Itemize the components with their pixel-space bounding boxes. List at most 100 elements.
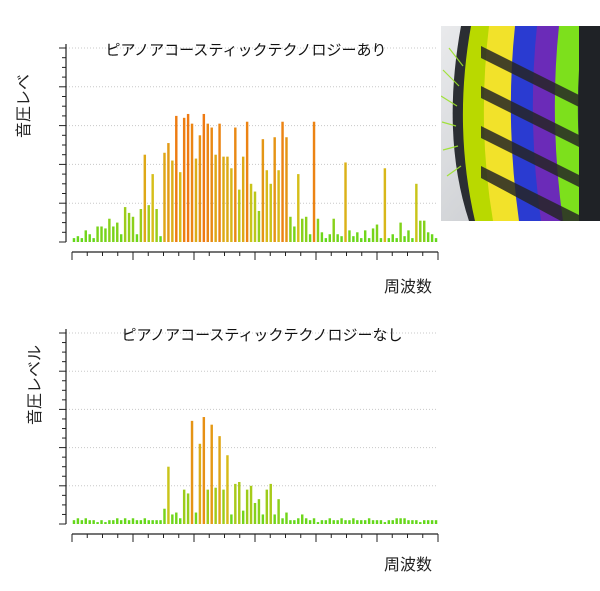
bar bbox=[234, 127, 237, 242]
bar bbox=[312, 518, 316, 524]
bar bbox=[194, 158, 198, 242]
bar bbox=[116, 518, 119, 524]
bar bbox=[127, 520, 131, 524]
bar bbox=[289, 520, 292, 524]
bar bbox=[277, 170, 280, 242]
bar bbox=[112, 520, 115, 524]
bar bbox=[387, 238, 391, 242]
bar bbox=[265, 489, 269, 524]
bar bbox=[139, 209, 143, 242]
bar bbox=[76, 236, 80, 242]
bar bbox=[72, 520, 76, 524]
bar bbox=[135, 520, 139, 524]
bar bbox=[147, 205, 150, 242]
bar bbox=[163, 152, 166, 242]
bar bbox=[167, 143, 170, 242]
bar bbox=[76, 518, 80, 524]
bar bbox=[411, 520, 414, 524]
bar bbox=[155, 520, 158, 524]
bar bbox=[407, 230, 410, 242]
bar bbox=[123, 207, 127, 242]
bar bbox=[159, 236, 162, 242]
bar bbox=[253, 191, 257, 242]
bar bbox=[241, 156, 245, 242]
bar bbox=[434, 238, 438, 242]
bar bbox=[171, 514, 174, 524]
bar bbox=[407, 520, 410, 524]
bar bbox=[202, 113, 206, 243]
bar bbox=[245, 489, 249, 524]
bar bbox=[419, 220, 422, 242]
bar bbox=[84, 230, 87, 242]
bar bbox=[344, 162, 347, 242]
bar bbox=[198, 443, 202, 524]
bar bbox=[222, 489, 225, 524]
bar bbox=[155, 209, 158, 242]
chart-1-title: ピアノアコースティックテクノロジーあり bbox=[105, 41, 386, 59]
bar bbox=[383, 522, 387, 524]
bar bbox=[84, 518, 87, 524]
bar bbox=[395, 238, 398, 242]
bar bbox=[72, 238, 76, 242]
bar bbox=[281, 121, 284, 242]
chart-1-axes bbox=[59, 44, 439, 260]
bar bbox=[80, 238, 84, 242]
chart-2-bars bbox=[72, 417, 438, 524]
bar bbox=[249, 485, 253, 524]
bar bbox=[230, 514, 233, 524]
bar bbox=[179, 518, 182, 524]
bar bbox=[430, 234, 434, 242]
bar bbox=[423, 520, 426, 524]
bar bbox=[214, 487, 217, 524]
bar bbox=[403, 518, 406, 524]
bar bbox=[108, 520, 111, 524]
bar bbox=[281, 518, 284, 524]
bar bbox=[182, 117, 186, 242]
bar bbox=[320, 520, 324, 524]
bar bbox=[301, 218, 304, 242]
chart-without-acoustic-technology: ピアノアコースティックテクノロジーなし 周波数 音圧レベル bbox=[0, 300, 600, 591]
bar bbox=[190, 123, 194, 242]
bar bbox=[190, 420, 194, 524]
chart-1-ylabel: 音圧レベ bbox=[14, 74, 33, 138]
bar bbox=[92, 238, 95, 242]
bar bbox=[143, 518, 147, 524]
bar bbox=[253, 502, 257, 524]
bar bbox=[375, 520, 379, 524]
bar bbox=[261, 139, 265, 242]
bar bbox=[363, 230, 367, 242]
bar bbox=[257, 499, 261, 524]
bar bbox=[206, 123, 209, 242]
bar bbox=[423, 220, 426, 242]
bar bbox=[336, 520, 339, 524]
bar bbox=[186, 113, 190, 243]
bar bbox=[175, 512, 178, 524]
bar bbox=[328, 518, 331, 524]
chart-2-title: ピアノアコースティックテクノロジーなし bbox=[121, 326, 402, 344]
bar bbox=[143, 154, 147, 242]
bar bbox=[348, 520, 351, 524]
bar bbox=[218, 123, 221, 242]
bar bbox=[277, 499, 280, 524]
bar bbox=[92, 520, 95, 524]
bar bbox=[167, 466, 170, 524]
bar bbox=[399, 518, 402, 524]
bar bbox=[88, 234, 91, 242]
bar bbox=[88, 520, 91, 524]
bar bbox=[210, 127, 213, 242]
bar bbox=[391, 520, 394, 524]
bar bbox=[340, 518, 343, 524]
bar bbox=[336, 234, 339, 242]
bar bbox=[100, 520, 103, 524]
bar bbox=[139, 520, 143, 524]
bar bbox=[127, 212, 131, 242]
bar bbox=[151, 520, 154, 524]
bar bbox=[151, 174, 154, 242]
bar bbox=[226, 156, 229, 242]
bar bbox=[367, 238, 371, 242]
bar bbox=[297, 174, 300, 242]
bar bbox=[202, 417, 206, 524]
bar bbox=[415, 183, 418, 242]
chart-2-svg: ピアノアコースティックテクノロジーなし 周波数 音圧レベル bbox=[25, 326, 439, 574]
bar bbox=[257, 210, 261, 242]
